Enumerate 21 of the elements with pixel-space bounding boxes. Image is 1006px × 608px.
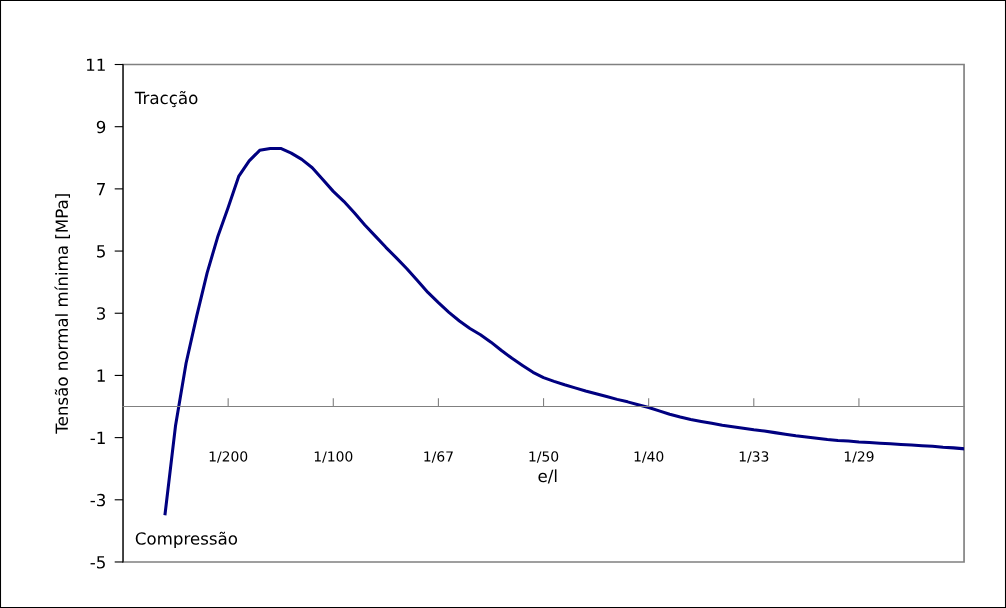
- y-axis-title: Tensão normal mínima [MPa]: [54, 194, 70, 434]
- annotation: Compressão: [135, 531, 238, 549]
- x-tick-label: 1/50: [529, 451, 559, 463]
- x-tick-label: 1/100: [314, 451, 353, 463]
- x-tick-label: 1/40: [634, 451, 664, 463]
- x-axis-title: e/l: [538, 469, 557, 484]
- y-tick-label: -1: [90, 431, 105, 444]
- y-tick-label: -5: [90, 556, 105, 569]
- y-tick-label: 3: [97, 307, 106, 320]
- x-tick-label: 1/33: [739, 451, 769, 463]
- x-tick-label: 1/200: [209, 451, 248, 463]
- x-tick-label: 1/29: [844, 451, 874, 463]
- annotation: Tracção: [134, 91, 198, 108]
- y-tick-label: -3: [90, 493, 106, 507]
- x-tick-label: 1/67: [424, 451, 453, 463]
- line-series: [163, 146, 965, 516]
- y-tick-label: 11: [86, 58, 105, 71]
- y-tick-label: 5: [97, 245, 105, 258]
- y-tick-label: 1: [97, 369, 105, 382]
- y-tick-label: 7: [97, 183, 105, 196]
- y-tick-label: 9: [96, 120, 106, 134]
